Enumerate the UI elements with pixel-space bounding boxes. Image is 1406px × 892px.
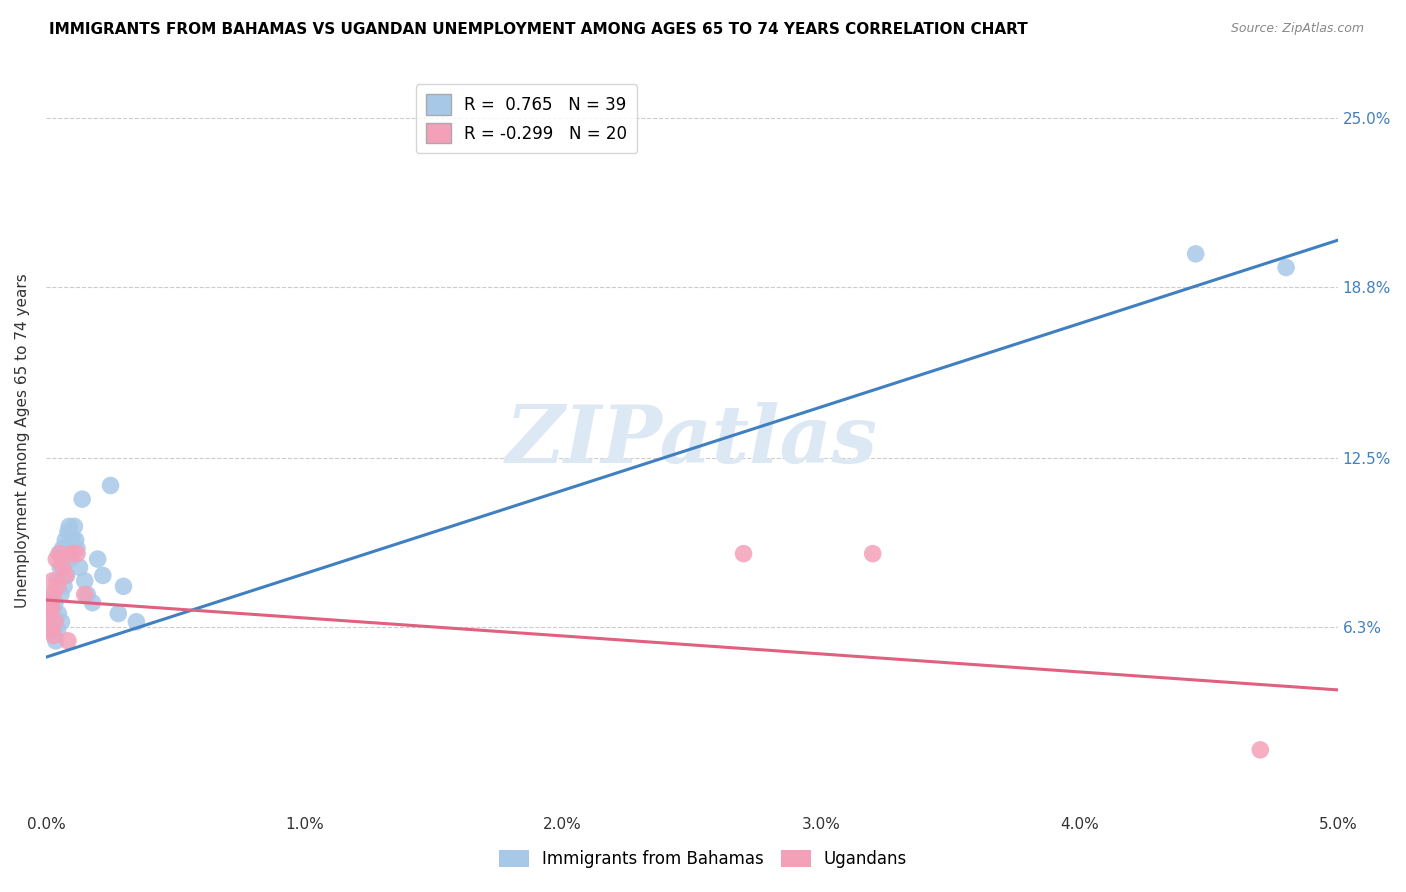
Point: [60, 530, 83, 544]
Point: [41, 601, 63, 615]
Point: [56, 633, 79, 648]
Point: [46, 579, 69, 593]
Point: [53, 579, 76, 593]
Point: [58, 519, 80, 533]
Point: [76, 587, 98, 601]
Point: [66, 547, 89, 561]
Point: [42, 628, 65, 642]
Point: [69, 560, 91, 574]
Point: [52, 541, 75, 556]
Point: [56, 524, 79, 539]
Point: [52, 552, 75, 566]
Point: [70, 492, 93, 507]
Point: [52, 560, 75, 574]
Point: [82, 596, 104, 610]
Point: [100, 478, 122, 492]
Point: [51, 615, 73, 629]
Y-axis label: Unemployment Among Ages 65 to 74 years: Unemployment Among Ages 65 to 74 years: [15, 273, 30, 608]
Point: [53, 533, 76, 547]
Point: [862, 547, 884, 561]
Point: [45, 574, 67, 588]
Point: [73, 574, 96, 588]
Point: [42, 601, 65, 615]
Point: [66, 541, 89, 556]
Point: [42, 615, 65, 629]
Point: [49, 560, 72, 574]
Point: [38, 607, 60, 621]
Point: [48, 607, 70, 621]
Point: [45, 633, 67, 648]
Point: [38, 623, 60, 637]
Point: [65, 533, 87, 547]
Legend: Immigrants from Bahamas, Ugandans: Immigrants from Bahamas, Ugandans: [492, 843, 914, 875]
Point: [59, 552, 82, 566]
Point: [41, 623, 63, 637]
Point: [45, 552, 67, 566]
Point: [60, 547, 83, 561]
Point: [107, 607, 129, 621]
Point: [125, 615, 148, 629]
Point: [39, 587, 62, 601]
Point: [53, 568, 76, 582]
Point: [44, 596, 66, 610]
Point: [63, 519, 86, 533]
Point: [49, 587, 72, 601]
Text: IMMIGRANTS FROM BAHAMAS VS UGANDAN UNEMPLOYMENT AMONG AGES 65 TO 74 YEARS CORREL: IMMIGRANTS FROM BAHAMAS VS UGANDAN UNEMP…: [49, 22, 1028, 37]
Point: [112, 579, 135, 593]
Point: [733, 547, 755, 561]
Point: [1275, 260, 1298, 275]
Point: [41, 574, 63, 588]
Point: [1249, 743, 1271, 757]
Point: [48, 547, 70, 561]
Text: Source: ZipAtlas.com: Source: ZipAtlas.com: [1230, 22, 1364, 36]
Point: [55, 568, 77, 582]
Point: [39, 596, 62, 610]
Point: [44, 615, 66, 629]
Text: ZIPatlas: ZIPatlas: [506, 401, 877, 479]
Point: [91, 568, 114, 582]
Point: [42, 587, 65, 601]
Point: [46, 623, 69, 637]
Point: [49, 547, 72, 561]
Point: [86, 552, 108, 566]
Point: [73, 587, 96, 601]
Legend: R =  0.765   N = 39, R = -0.299   N = 20: R = 0.765 N = 39, R = -0.299 N = 20: [416, 84, 637, 153]
Point: [1184, 247, 1206, 261]
Point: [38, 607, 60, 621]
